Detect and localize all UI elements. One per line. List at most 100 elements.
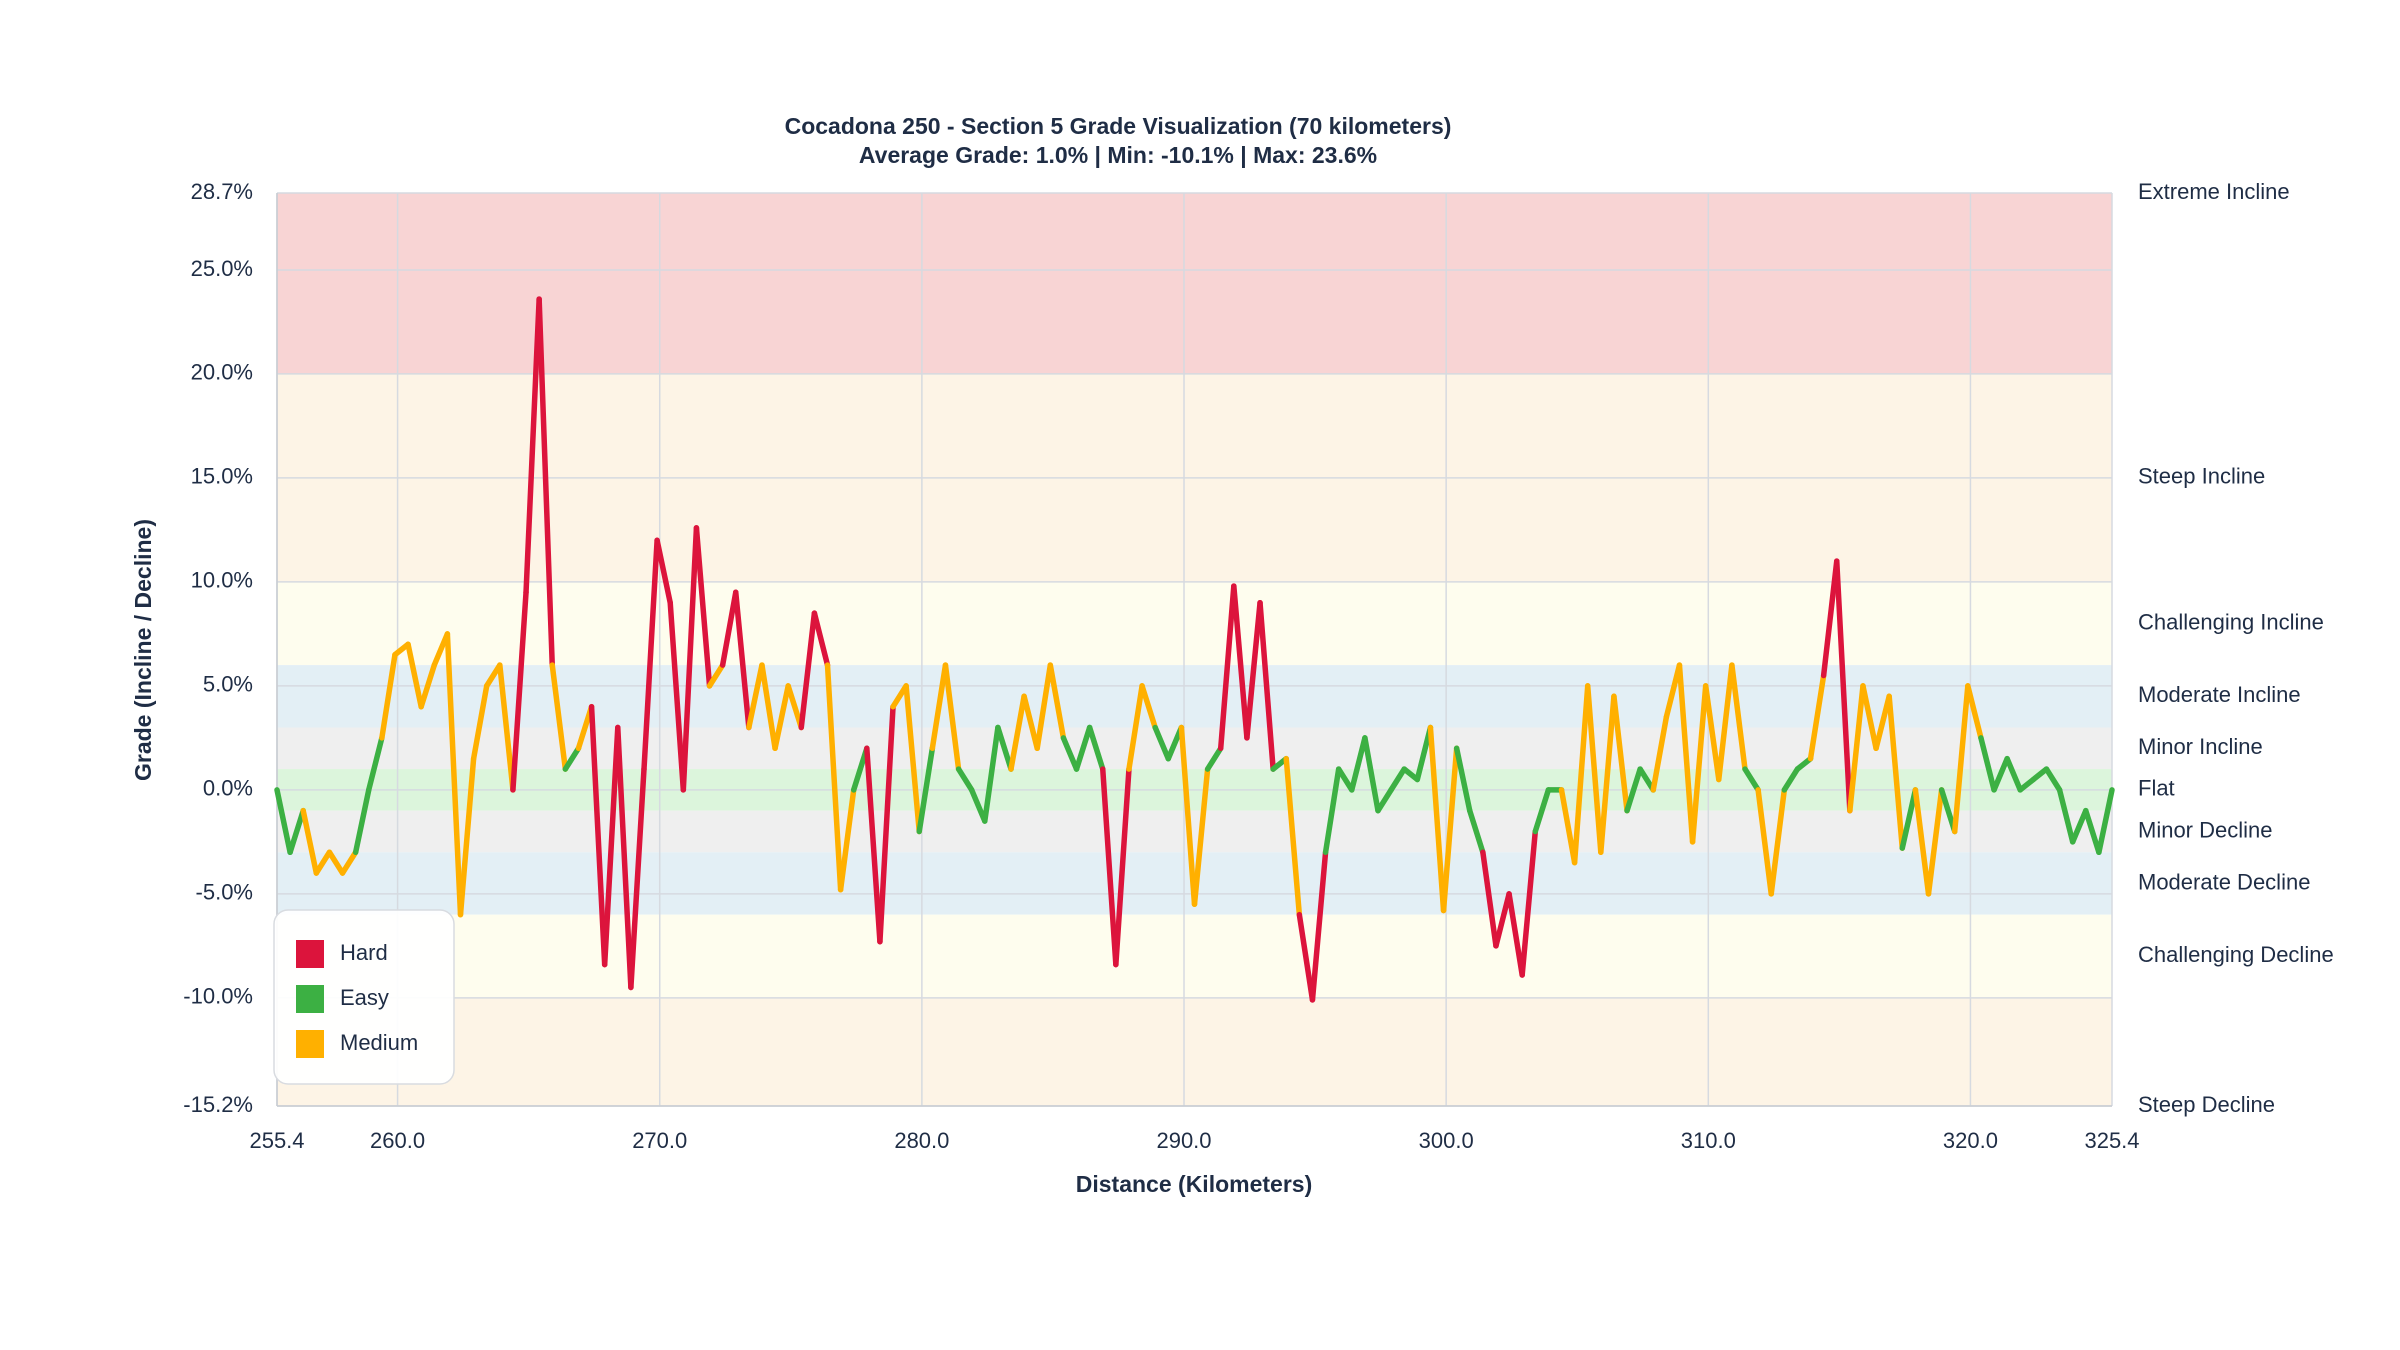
grade-segment bbox=[2083, 807, 2102, 856]
grade-segment bbox=[1086, 724, 1106, 772]
grade-segment bbox=[1925, 787, 1945, 897]
grade-segment bbox=[352, 787, 372, 856]
grade-segment bbox=[641, 537, 660, 772]
grade-segment bbox=[601, 724, 621, 968]
zone-label: Moderate Incline bbox=[2138, 682, 2301, 707]
grade-segment bbox=[1204, 745, 1224, 772]
x-tick-label: 320.0 bbox=[1943, 1128, 1998, 1153]
grade-segment bbox=[536, 296, 555, 668]
zone-label: Challenging Decline bbox=[2138, 942, 2334, 967]
grade-segment bbox=[628, 766, 647, 991]
x-tick-label: 260.0 bbox=[370, 1128, 425, 1153]
grade-segment bbox=[1060, 735, 1080, 772]
grade-segment bbox=[877, 703, 896, 945]
grade-segment bbox=[1519, 828, 1539, 978]
grade-segment bbox=[1152, 724, 1172, 762]
grade-segment bbox=[287, 807, 306, 856]
zone-label: Minor Incline bbox=[2138, 734, 2263, 759]
grade-segment bbox=[1139, 683, 1158, 731]
grade-segment bbox=[1847, 683, 1866, 814]
grade-segment bbox=[1309, 849, 1329, 1003]
grade-segment bbox=[1965, 683, 1984, 741]
grade-segment bbox=[929, 662, 949, 752]
grade-segment bbox=[824, 662, 844, 893]
grade-segment bbox=[942, 662, 962, 772]
grade-segment bbox=[1034, 662, 1054, 752]
grade-segment bbox=[1794, 755, 1814, 772]
grade-segment bbox=[1676, 662, 1696, 845]
grade-segment bbox=[1375, 787, 1394, 814]
x-axis-label: Distance (Kilometers) bbox=[1076, 1171, 1312, 1197]
grade-segment bbox=[1073, 724, 1093, 772]
x-tick-label: 270.0 bbox=[632, 1128, 687, 1153]
grade-segment bbox=[1322, 766, 1342, 856]
grade-segment bbox=[1899, 787, 1919, 851]
grade-segment bbox=[811, 610, 831, 668]
grade-segment bbox=[1362, 735, 1381, 814]
y-tick-label: -15.2% bbox=[183, 1092, 253, 1117]
grade-segment bbox=[995, 724, 1014, 772]
zone-band bbox=[277, 193, 2112, 374]
y-tick-label: 10.0% bbox=[191, 568, 253, 593]
grade-segment bbox=[1532, 787, 1552, 835]
grade-segment bbox=[444, 631, 464, 918]
grade-segment bbox=[1283, 755, 1303, 918]
grade-segment bbox=[1126, 683, 1145, 772]
grade-segment bbox=[366, 735, 385, 793]
legend-label: Hard bbox=[340, 940, 388, 965]
grade-segment bbox=[916, 745, 936, 835]
grade-segment bbox=[1991, 755, 2010, 793]
grade-segment bbox=[274, 787, 293, 856]
grade-segment bbox=[1296, 911, 1316, 1003]
grade-segment bbox=[1781, 766, 1801, 793]
grade-segment bbox=[1951, 683, 1971, 835]
grade-segment bbox=[798, 610, 818, 731]
x-tick-label: 290.0 bbox=[1156, 1128, 1211, 1153]
grade-segment bbox=[785, 683, 805, 731]
grade-segment bbox=[326, 849, 346, 876]
y-tick-label: 20.0% bbox=[191, 360, 253, 385]
grade-segment bbox=[706, 662, 726, 689]
grade-segment bbox=[837, 787, 857, 893]
grade-segment bbox=[1637, 766, 1656, 793]
grade-segment bbox=[759, 662, 778, 752]
grade-segment bbox=[1349, 735, 1368, 793]
legend-swatch bbox=[296, 1030, 324, 1058]
grade-segment bbox=[2030, 766, 2050, 783]
grade-segment bbox=[1257, 599, 1276, 772]
grade-segment bbox=[1414, 724, 1434, 783]
grade-segment bbox=[667, 599, 687, 793]
grade-segment bbox=[1506, 891, 1525, 978]
grade-segment bbox=[1702, 683, 1722, 783]
grade-segment bbox=[1558, 787, 1578, 866]
grade-segment bbox=[1807, 672, 1827, 762]
grade-segment bbox=[379, 651, 398, 741]
grade-segment bbox=[1217, 583, 1237, 752]
x-tick-label: 325.4 bbox=[2084, 1128, 2139, 1153]
grade-segment bbox=[510, 589, 529, 793]
grade-segment bbox=[654, 537, 673, 606]
grade-segment bbox=[1440, 745, 1460, 914]
grade-segment bbox=[1047, 662, 1067, 741]
grade-segment bbox=[680, 525, 700, 793]
zone-band bbox=[277, 665, 2112, 728]
grade-segment bbox=[418, 662, 438, 710]
legend-swatch bbox=[296, 940, 324, 968]
grade-segment bbox=[1873, 693, 1892, 752]
zone-label: Challenging Incline bbox=[2138, 609, 2324, 634]
grade-segment bbox=[693, 525, 713, 689]
y-tick-label: 25.0% bbox=[191, 256, 253, 281]
grade-segment bbox=[1768, 787, 1788, 897]
grade-segment bbox=[1742, 766, 1761, 793]
grade-segment bbox=[746, 662, 765, 731]
zone-label: Extreme Incline bbox=[2138, 179, 2290, 204]
grade-segment bbox=[1467, 807, 1486, 856]
y-tick-label: -10.0% bbox=[183, 984, 253, 1009]
y-tick-label: 0.0% bbox=[203, 776, 253, 801]
grade-segment bbox=[1978, 735, 1997, 793]
grade-segment bbox=[497, 662, 516, 793]
grade-segment bbox=[1886, 693, 1906, 851]
grade-segment bbox=[903, 683, 922, 835]
grade-segment bbox=[1178, 724, 1198, 908]
